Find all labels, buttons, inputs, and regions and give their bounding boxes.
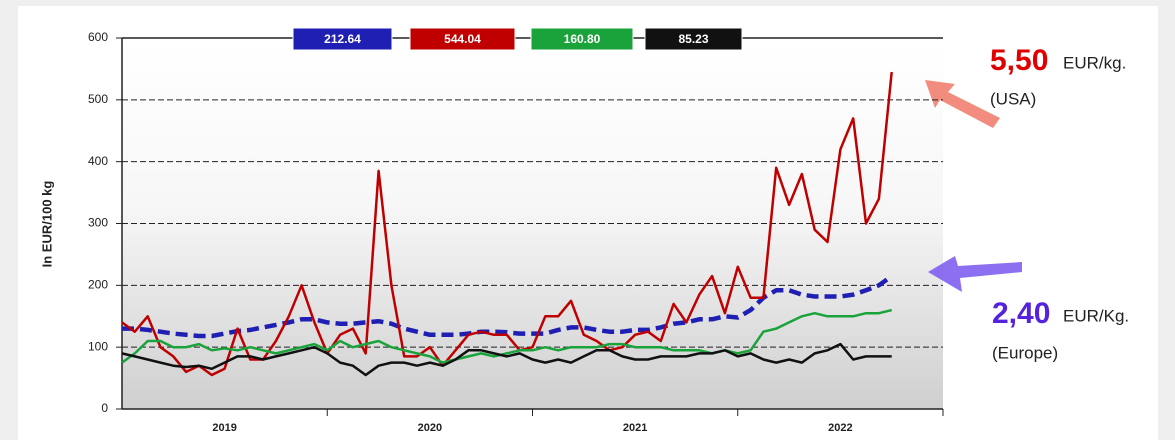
region: (Europe) [992, 343, 1058, 362]
legend-label: 85.23 [678, 32, 708, 46]
legend-box [292, 27, 393, 51]
x-tick-label: 2021 [623, 422, 647, 434]
annotation-usa: 5,50 EUR/kg. (USA) [990, 44, 1126, 109]
series-line [121, 308, 892, 364]
series-line [121, 71, 893, 377]
unit: EUR/Kg. [1063, 306, 1129, 325]
y-tick-label: 600 [88, 30, 108, 44]
plot: 0 100 200 300 400 500 600 2019 2020 2021 2022 212.6… [88, 27, 944, 434]
y-tick-label: 200 [88, 278, 108, 292]
x-tick-label: 2019 [212, 422, 236, 434]
y-axis-label: In EUR/100 kg [39, 181, 54, 268]
x-tick-label: 2020 [418, 422, 442, 434]
price: 2,40 [992, 297, 1050, 330]
y-tick-label: 300 [88, 216, 108, 230]
europe-arrow [928, 256, 1022, 292]
unit: EUR/kg. [1063, 53, 1126, 72]
legend-box [644, 27, 743, 51]
legend-label: 160.80 [564, 32, 601, 46]
y-tick-label: 100 [88, 339, 108, 353]
price: 5,50 [990, 44, 1048, 77]
legend-label: 544.04 [444, 32, 481, 46]
legend-box [409, 27, 516, 51]
y-tick-label: 500 [88, 92, 108, 106]
y-tick-label: 0 [101, 401, 108, 415]
series-line [121, 342, 892, 377]
region: (USA) [990, 89, 1036, 108]
x-tick-label: 2022 [828, 422, 852, 434]
legend-label: 212.64 [324, 32, 361, 46]
usa-arrow [925, 80, 1000, 128]
y-tick-label: 400 [88, 154, 108, 168]
legend-box [530, 27, 634, 51]
annotation-europe: 2,40 EUR/Kg. (Europe) [992, 297, 1129, 363]
